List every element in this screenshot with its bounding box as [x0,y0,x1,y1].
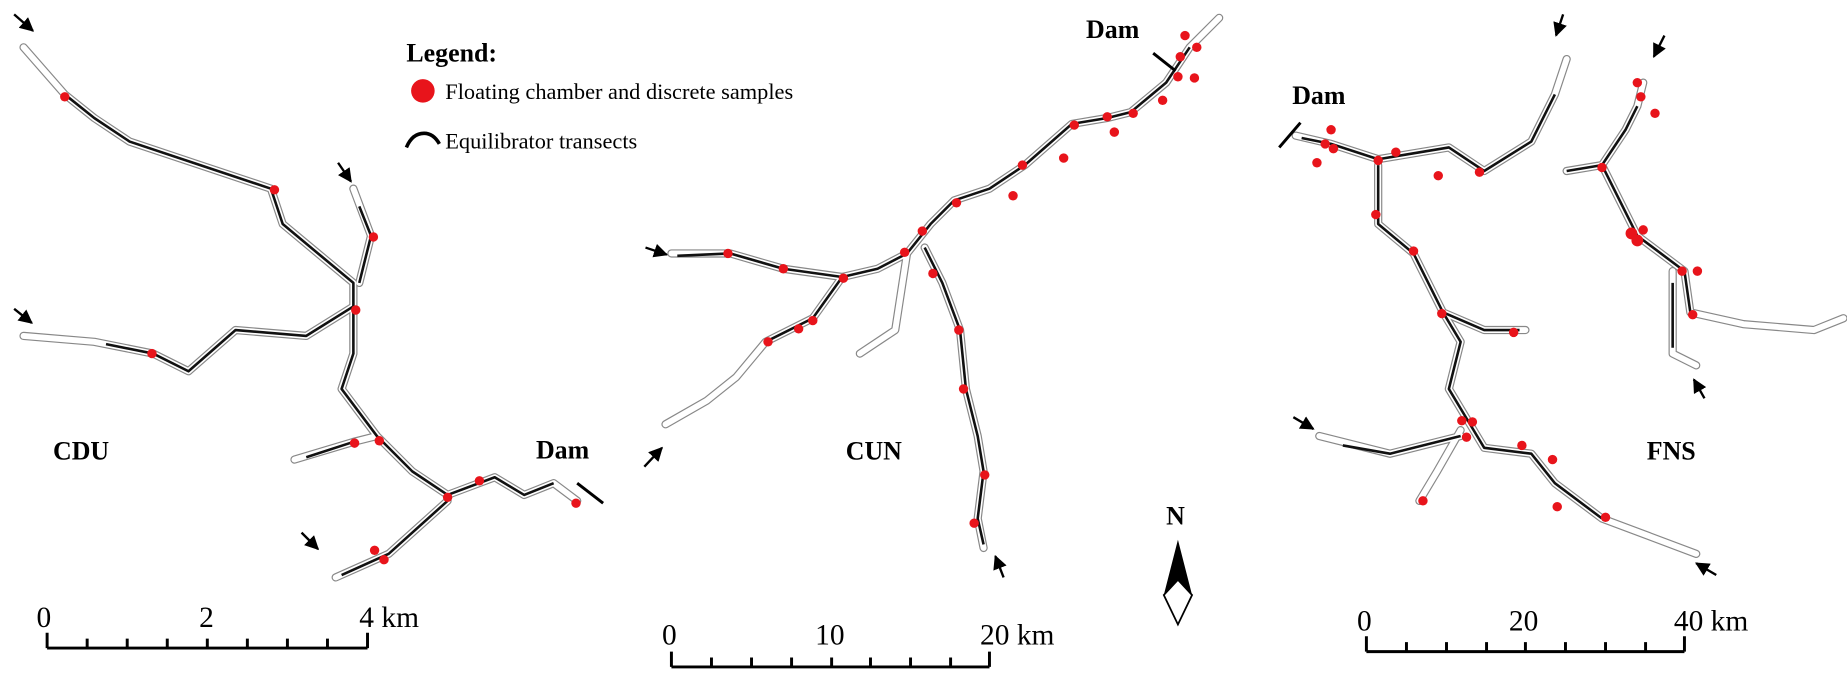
cun-samples [723,30,1202,528]
scale-bar: 0 2 4 km [37,602,419,650]
dam-marker [1278,121,1302,149]
legend-line [404,131,441,149]
dam-label: Dam [536,435,590,464]
scale-bar: 0 10 20 km [662,620,1055,669]
dam-marker [1152,52,1177,73]
flow-arrows [1292,13,1717,577]
scale-label: 10 [815,620,844,652]
dam-label: Dam [1086,15,1140,44]
legend-dot [411,79,435,103]
dam-marker [576,481,605,505]
flow-arrows [13,13,352,551]
scale-label: 4 km [359,602,419,634]
north-label: N [1166,501,1185,530]
scale-label: 20 [1509,605,1538,637]
cdu-river [19,43,582,582]
scale-label: 2 [199,602,214,634]
legend: Legend: Floating chamber and discrete sa… [404,38,793,154]
legend-title: Legend: [406,38,497,67]
scale-label: 20 km [980,620,1055,652]
cdu-samples [60,92,581,565]
flow-arrows [643,243,1007,578]
north-arrow: N [1162,501,1194,627]
scale-label: 40 km [1674,605,1749,637]
panel-label: CUN [846,437,902,466]
legend-item: Floating chamber and discrete samples [445,79,793,104]
scale-label: 0 [37,602,52,634]
dam-label: Dam [1292,81,1346,110]
panel-label: FNS [1647,437,1696,466]
scale-label: 0 [1357,605,1372,637]
fns-samples [1312,77,1703,523]
panel-label: CDU [53,437,109,466]
legend-item: Equilibrator transects [445,129,637,154]
scale-label: 0 [662,620,677,652]
fns-river [1291,54,1847,558]
scale-bar: 0 20 40 km [1357,605,1749,654]
